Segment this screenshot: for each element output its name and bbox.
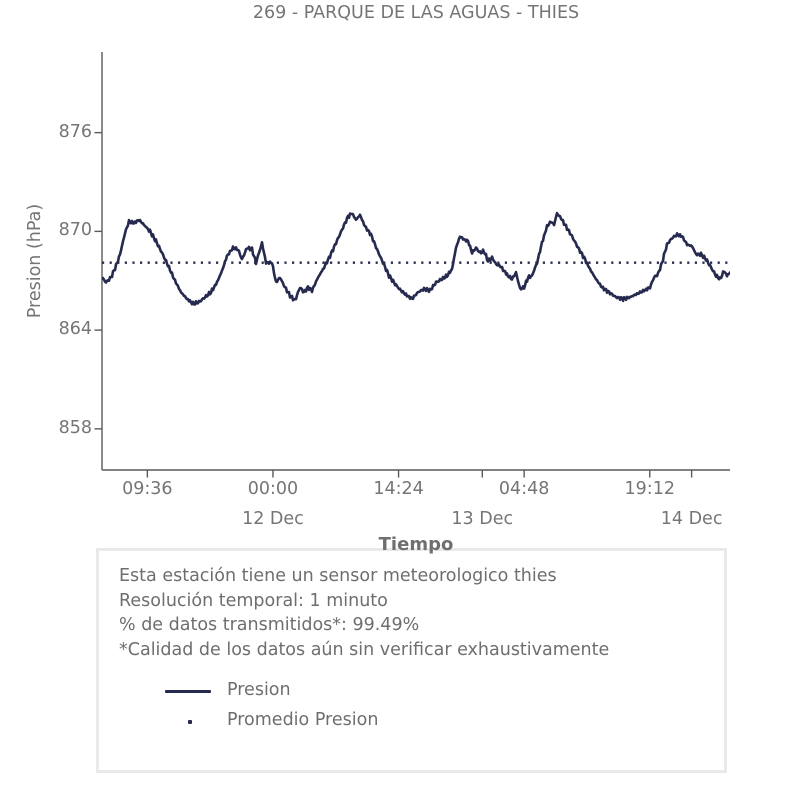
- x-tick-label: 14:24: [373, 479, 424, 499]
- y-tick-label: 864: [58, 319, 92, 340]
- y-tick-label: 870: [58, 220, 92, 241]
- info-line-transmitted: % de datos transmitidos*: 99.49%: [119, 615, 420, 635]
- y-tick-label: 858: [58, 417, 92, 438]
- chart-title: 269 - PARQUE DE LAS AGUAS - THIES: [252, 3, 580, 23]
- info-line-resolution: Resolución temporal: 1 minuto: [119, 590, 388, 611]
- station-info-box: Esta estación tiene un sensor meteorolog…: [96, 548, 727, 773]
- x-tick-label: 04:48: [498, 479, 550, 499]
- x-tick-label: 00:00: [247, 479, 299, 499]
- info-line-quality: *Calidad de los datos aún sin verificar …: [119, 639, 610, 660]
- legend-dot-swatch: [188, 720, 192, 724]
- station-info-lines: Esta estación tiene un sensor meteorolog…: [119, 564, 609, 662]
- legend-label-presion: Presion: [227, 680, 291, 700]
- legend-label-promedio: Promedio Presion: [227, 710, 379, 730]
- x-date-label: 14 Dec: [660, 509, 723, 529]
- x-tick-label: 09:36: [122, 479, 173, 499]
- x-date-label: 13 Dec: [451, 509, 514, 529]
- y-tick-label: 876: [58, 121, 92, 142]
- info-line-sensor: Esta estación tiene un sensor meteorolog…: [119, 566, 557, 586]
- x-tick-label: 19:12: [624, 479, 675, 499]
- y-axis-label: Presion (hPa): [25, 203, 45, 319]
- x-date-label: 12 Dec: [242, 509, 304, 529]
- x-axis-label: Tiempo: [378, 534, 454, 555]
- legend-line-swatch: [165, 690, 211, 693]
